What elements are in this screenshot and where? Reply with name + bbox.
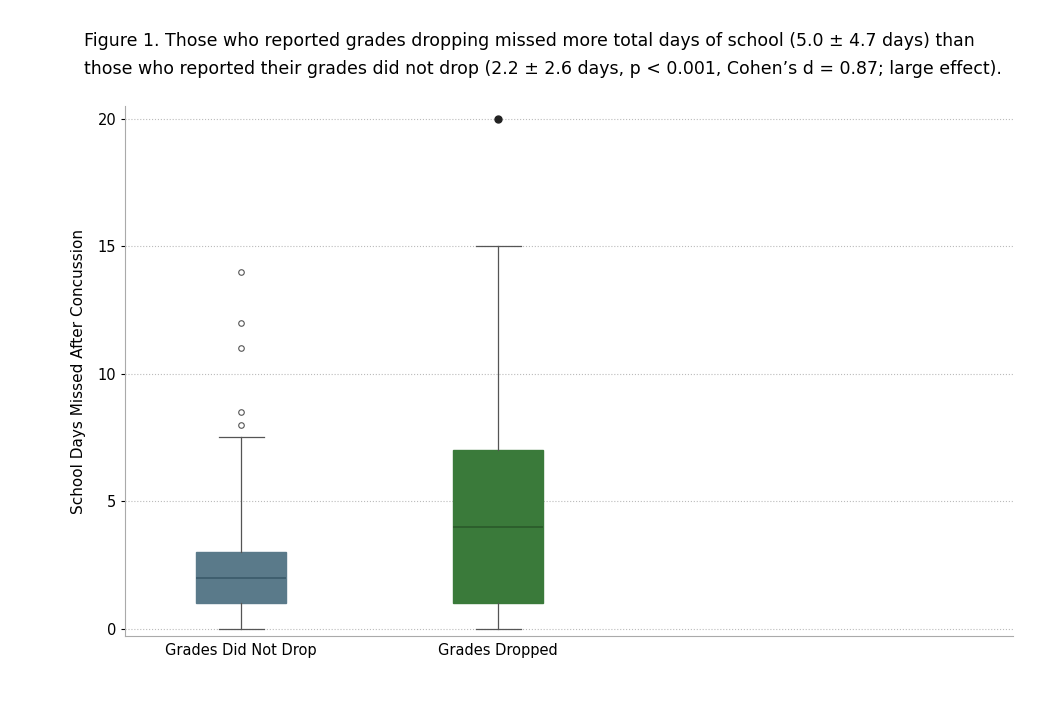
Y-axis label: School Days Missed After Concussion: School Days Missed After Concussion: [71, 228, 87, 514]
Text: those who reported their grades did not drop (2.2 ± 2.6 days, p < 0.001, Cohen’s: those who reported their grades did not …: [84, 60, 1001, 78]
PathPatch shape: [196, 552, 286, 603]
PathPatch shape: [453, 450, 543, 603]
Text: Figure 1. Those who reported grades dropping missed more total days of school (5: Figure 1. Those who reported grades drop…: [84, 32, 974, 49]
